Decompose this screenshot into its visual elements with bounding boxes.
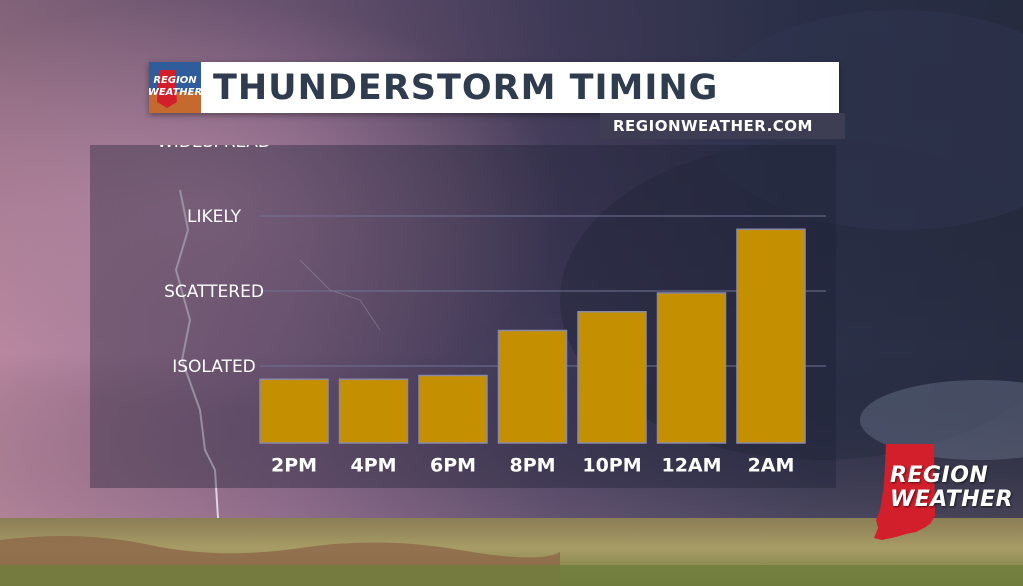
x-tick-label-6pm: 6PM [430, 455, 476, 477]
thunderstorm-bar-chart: ISOLATED SCATTERED LIKELY WIDESPREAD 2PM 4PM 6… [157, 145, 826, 477]
bar-4pm [338, 378, 409, 444]
bar-8pm [497, 329, 568, 444]
page-title: THUNDERSTORM TIMING [213, 68, 719, 108]
region-weather-small-logo: REGION WEATHER [149, 62, 201, 113]
x-tick-label-8pm: 8PM [509, 455, 555, 477]
bar-12am [656, 292, 727, 444]
small-logo-line1: REGION [153, 75, 197, 86]
website-url: REGIONWEATHER.COM [613, 117, 813, 135]
y-level-label-scattered: SCATTERED [164, 282, 264, 302]
y-level-label-widespread: WIDESPREAD [157, 145, 271, 152]
lightning-bolt [174, 189, 219, 519]
bar-2pm [259, 378, 329, 444]
x-tick-label-12am: 12AM [661, 455, 721, 477]
x-tick-label-2am: 2AM [748, 455, 795, 477]
small-logo-line2: WEATHER [149, 87, 201, 98]
chart-panel: ISOLATED SCATTERED LIKELY WIDESPREAD 2PM 4PM 6… [90, 145, 836, 488]
website-banner: REGIONWEATHER.COM [600, 113, 845, 139]
y-level-label-likely: LIKELY [187, 207, 242, 227]
y-level-label-isolated: ISOLATED [172, 357, 256, 377]
bar-2am [736, 228, 806, 444]
bar-6pm [418, 374, 488, 444]
brand-line2: WEATHER [890, 487, 1014, 512]
indiana-state-icon [874, 444, 935, 540]
region-weather-logo: REGION WEATHER [872, 444, 1013, 544]
brand-line1: REGION [890, 463, 989, 488]
x-tick-label-4pm: 4PM [350, 455, 396, 477]
x-tick-label-10pm: 10PM [582, 455, 641, 477]
x-tick-label-2pm: 2PM [271, 455, 317, 477]
bar-10pm [577, 311, 647, 444]
title-bar: REGION WEATHER THUNDERSTORM TIMING [149, 62, 839, 113]
